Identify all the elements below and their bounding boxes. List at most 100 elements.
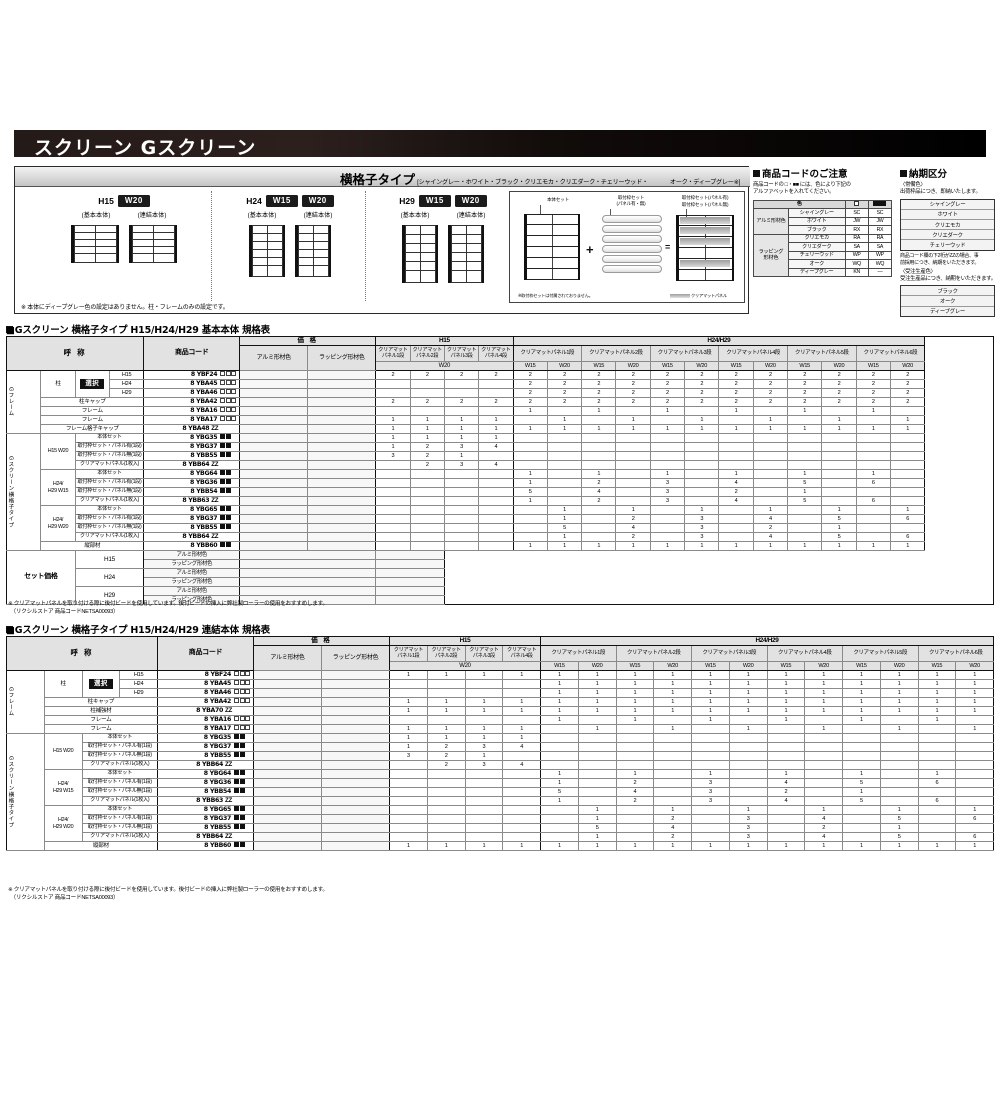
part-name: フレーム: [40, 406, 145, 416]
qty-h2429-9: [842, 832, 881, 842]
code-notice-subtitle: 商品コードの □・■■ には、色により下記の アルファベットを入れてください。: [753, 182, 851, 196]
col-header-w15: W15: [512, 361, 548, 371]
qty-h2429-4: [615, 469, 651, 479]
group-divider-2: [365, 191, 366, 301]
qty-h2429-7: 1: [766, 688, 806, 698]
qty-h2429-4: [615, 496, 651, 506]
product-code: 8 YBG35: [157, 733, 254, 743]
color-code-a: WP: [844, 250, 869, 261]
price-aluminum: [253, 751, 322, 761]
qty-h2429-10: [879, 742, 919, 752]
product-code: 8 YBG36: [157, 778, 254, 788]
table-row: 取付枠セット・パネル有(1段) 8 YBG37 1 2 3 4: [7, 742, 994, 752]
price-wrapping: [307, 379, 377, 389]
price-wrapping: [307, 460, 377, 470]
qty-h2429-5: 3: [649, 496, 686, 506]
qty-h2429-2: 1: [577, 679, 617, 689]
price-wrapping: [307, 523, 377, 533]
qty-h2429-11: 2: [855, 397, 891, 407]
qty-h15-panel-2: [426, 769, 466, 779]
part-variant: 取付枠セット・パネル有(1段): [81, 742, 158, 752]
qty-h2429-12: [955, 751, 994, 761]
qty-h15-panel-1: [389, 805, 428, 815]
qty-h15-panel-2: 2: [409, 370, 445, 380]
qty-h2429-8: [752, 487, 789, 497]
col-header-price-wrapping: ラッピング形材色: [307, 345, 377, 371]
width-chip-w20: W20: [454, 195, 487, 207]
product-code: 8 YBA17: [143, 415, 241, 425]
price-aluminum: [239, 460, 309, 470]
qty-h15-panel-1: [375, 379, 411, 389]
qty-h2429-12: 1: [889, 424, 926, 434]
table-row: H24/H29 W15 本体セット 8 YBG64 1 1 1 1 1 1: [7, 469, 994, 506]
qty-h15-panel-4: [478, 496, 514, 506]
qty-h2429-6: [728, 751, 768, 761]
color-name: チェリーウッド: [787, 250, 846, 261]
qty-h2429-3: [581, 442, 617, 452]
price-aluminum: [253, 805, 322, 815]
qty-h2429-11: 1: [917, 841, 957, 851]
qty-h15-panel-4: [502, 796, 541, 806]
price-wrapping: [321, 724, 390, 734]
qty-h2429-7: [718, 514, 754, 524]
qty-h2429-2: 1: [577, 697, 617, 707]
qty-h2429-6: 3: [684, 523, 720, 533]
qty-h2429-10: 5: [821, 514, 857, 524]
diagram-label-frame-with-panel: 取付枠セット(パネル有): [681, 195, 729, 200]
qty-h2429-4: [615, 451, 651, 461]
qty-h2429-3: [581, 415, 617, 425]
qty-h2429-2: [577, 733, 617, 743]
table-row: フレーム 8 YBA16 1 1 1 1 1 1: [7, 715, 994, 725]
qty-h2429-3: [581, 451, 617, 461]
qty-h2429-1: 2: [512, 370, 548, 380]
qty-h2429-9: 5: [786, 496, 823, 506]
qty-h2429-9: [786, 514, 823, 524]
qty-h2429-5: [691, 832, 730, 842]
qty-h2429-1: 1: [540, 841, 579, 851]
qty-h15-panel-4: [502, 823, 541, 833]
col-header-h2429-panel-3: クリアマットパネル3段: [649, 345, 720, 362]
qty-h2429-6: [684, 487, 720, 497]
qty-h2429-3: 2: [581, 379, 617, 389]
qty-h2429-9: 1: [786, 406, 823, 416]
qty-h15-panel-3: 1: [464, 724, 504, 734]
qty-h2429-5: 3: [691, 778, 730, 788]
price-wrapping: [321, 796, 390, 806]
qty-h2429-11: [855, 532, 891, 542]
qty-h2429-5: 1: [649, 469, 686, 479]
price-aluminum: [239, 433, 309, 443]
qty-h15-panel-4: 1: [478, 415, 514, 425]
qty-h2429-6: [728, 742, 768, 752]
price-aluminum: [253, 841, 322, 851]
qty-h2429-4: [653, 751, 692, 761]
part-name-vertical-member: 縦部材: [40, 541, 145, 551]
set-price-height: H29: [74, 586, 145, 605]
part-variant: 取付枠セット・パネル有(1段): [74, 514, 145, 524]
qty-h15-panel-1: 3: [389, 751, 428, 761]
qty-h2429-1: 1: [540, 715, 579, 725]
qty-h15-panel-3: 1: [464, 733, 504, 743]
price-wrapping: [321, 778, 390, 788]
qty-h15-panel-1: [389, 760, 428, 770]
product-code: 8 YBG64: [143, 469, 241, 479]
qty-h15-panel-3: 2: [443, 397, 480, 407]
qty-h2429-1: [540, 823, 579, 833]
qty-h15-panel-1: 3: [375, 451, 411, 461]
qty-h2429-5: [649, 505, 686, 515]
qty-h2429-3: 1: [615, 679, 655, 689]
qty-h2429-6: 3: [684, 532, 720, 542]
order-color: ブラック: [901, 286, 994, 297]
qty-h2429-12: 1: [955, 679, 994, 689]
qty-h2429-4: 1: [653, 841, 692, 851]
qty-h2429-3: 4: [615, 787, 655, 797]
color-code-b: SA: [867, 242, 893, 252]
table-row: Gスクリーン横格子タイプ H15 W20 本体セット 8 YBG35 1 1 1 1: [6, 733, 994, 851]
part-size-group: H24/H29 W20: [40, 505, 76, 542]
qty-h2429-5: [691, 805, 730, 815]
qty-h15-panel-4: [478, 523, 514, 533]
qty-h2429-2: 1: [546, 532, 583, 542]
qty-h2429-11: [855, 442, 891, 452]
qty-h2429-8: 2: [752, 379, 789, 389]
qty-h2429-5: 1: [691, 706, 730, 716]
table-row: セット価格 H15 アルミ形材色: [6, 550, 994, 605]
